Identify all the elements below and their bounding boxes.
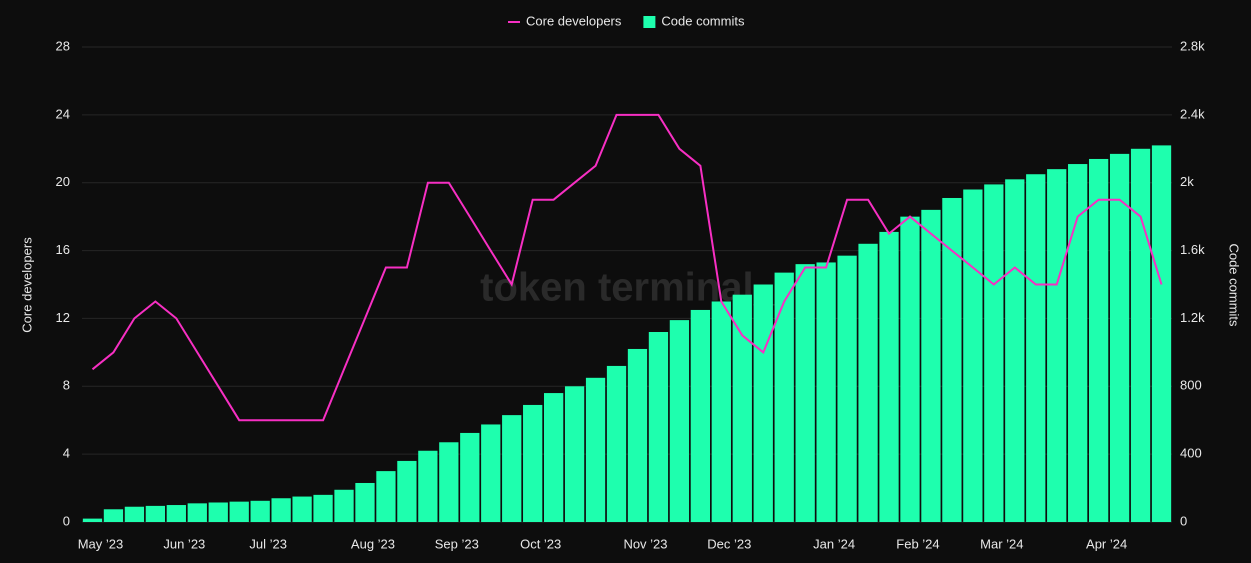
bar (502, 415, 522, 522)
bar (1068, 164, 1088, 522)
bar (208, 502, 228, 522)
bar (439, 442, 459, 522)
bar (879, 231, 899, 523)
bar (900, 216, 920, 522)
bar (271, 498, 291, 522)
bar (376, 471, 396, 522)
x-tick-label: Feb ’24 (896, 536, 939, 551)
x-tick-label: Aug ’23 (351, 536, 395, 551)
y-tick-label: 8 (63, 378, 70, 393)
bar (523, 404, 543, 522)
bar (187, 503, 207, 522)
x-tick-label: Jan ’24 (813, 536, 855, 551)
bar (858, 243, 878, 523)
y2-tick-label: 2.8k (1180, 38, 1205, 53)
y-tick-label: 20 (56, 174, 70, 189)
y2-tick-label: 0 (1180, 513, 1187, 528)
y2-axis-title: Code commits (1227, 243, 1242, 327)
legend-swatch (643, 16, 656, 28)
bar (942, 197, 962, 522)
bar (732, 294, 752, 522)
bar (564, 386, 585, 522)
bar (313, 494, 333, 522)
x-tick-label: Dec ’23 (707, 536, 751, 551)
bar (984, 184, 1004, 523)
bar (837, 255, 857, 523)
x-tick-label: Jun ’23 (163, 536, 205, 551)
bar (543, 393, 564, 522)
bar (606, 365, 627, 522)
y-tick-label: 16 (56, 242, 70, 257)
bar (355, 482, 375, 522)
bar (1109, 153, 1130, 522)
bar (774, 272, 794, 522)
y-tick-label: 28 (56, 38, 70, 53)
x-tick-label: Oct ’23 (520, 536, 561, 551)
y2-tick-label: 1.2k (1180, 310, 1205, 325)
bar (1130, 148, 1151, 523)
watermark: token terminal_ (480, 266, 776, 310)
bar (1047, 169, 1067, 522)
bar (711, 301, 731, 522)
y-tick-label: 0 (63, 513, 70, 528)
x-tick-label: Jul ’23 (249, 536, 287, 551)
y-tick-label: 24 (56, 106, 70, 121)
line (91, 113, 1163, 422)
bar (648, 332, 669, 522)
bar (103, 509, 124, 522)
bar (166, 505, 186, 522)
bar (963, 189, 983, 522)
bar (334, 489, 354, 522)
bar (82, 518, 103, 522)
bar (250, 500, 270, 522)
bar (921, 209, 941, 522)
y-tick-label: 4 (63, 446, 70, 461)
y2-tick-label: 800 (1180, 378, 1202, 393)
bar (585, 377, 606, 522)
x-tick-label: May ’23 (78, 536, 124, 551)
bar (690, 309, 711, 522)
x-tick-label: Nov ’23 (623, 536, 667, 551)
bar (418, 450, 438, 522)
bar (1088, 158, 1109, 522)
bar (627, 348, 648, 522)
bar (481, 424, 501, 522)
y2-tick-label: 400 (1180, 446, 1202, 461)
bar (1026, 174, 1046, 522)
bar (753, 284, 773, 522)
y2-tick-label: 1.6k (1180, 242, 1205, 257)
bar (229, 501, 249, 522)
y-axis-title: Core developers (19, 237, 34, 333)
legend-label[interactable]: Core developers (526, 13, 622, 28)
x-tick-label: Sep ’23 (435, 536, 479, 551)
bar (145, 505, 166, 522)
bar (397, 460, 417, 522)
bar (1151, 145, 1172, 522)
bar (795, 264, 815, 522)
legend-label[interactable]: Code commits (661, 13, 745, 28)
bar (124, 506, 145, 522)
y2-tick-label: 2k (1180, 174, 1194, 189)
y-tick-label: 12 (56, 310, 70, 325)
bar (816, 262, 836, 522)
y2-tick-label: 2.4k (1180, 106, 1205, 121)
x-tick-label: Apr ’24 (1086, 536, 1127, 551)
bar (292, 496, 312, 522)
x-tick-label: Mar ’24 (980, 536, 1023, 551)
bar (1005, 179, 1025, 523)
bar (669, 320, 690, 522)
bar (460, 432, 480, 522)
